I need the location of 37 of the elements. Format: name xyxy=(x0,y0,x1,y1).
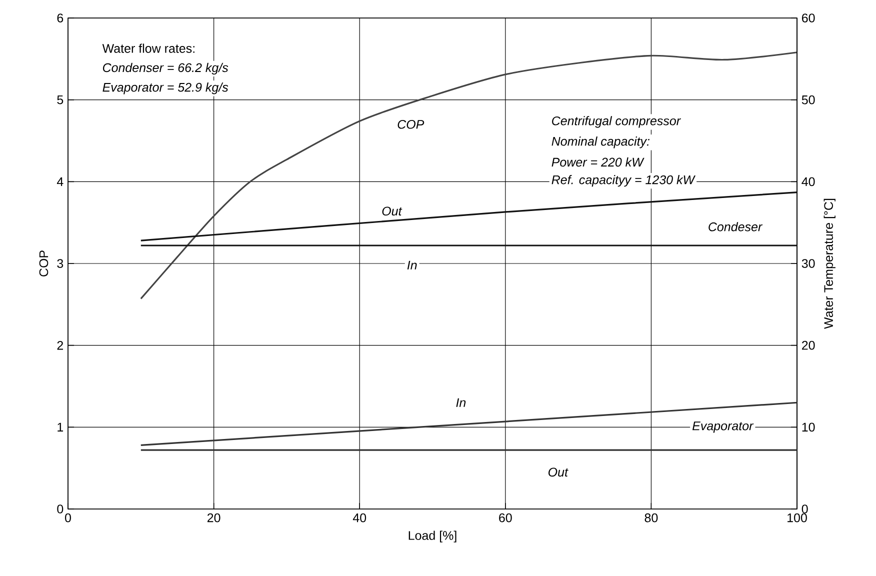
y-axis-title: COP xyxy=(39,250,48,276)
x-tick-label: 80 xyxy=(644,513,658,522)
y-tick-label: 2 xyxy=(57,340,63,350)
y2-tick-label: 10 xyxy=(802,422,815,432)
annotation: Out xyxy=(382,206,402,216)
y2-tick-label: 50 xyxy=(802,95,815,104)
y2-tick-label: 30 xyxy=(802,259,815,268)
annotation: Ref. capacityy = 1230 kW xyxy=(552,175,696,187)
x-axis-title: Load [%] xyxy=(408,530,456,542)
annotation: COP xyxy=(398,120,424,129)
y-tick-label: 1 xyxy=(58,422,64,432)
y2-tick-label: 40 xyxy=(802,177,815,186)
annotation: Evaporator = 52.9 kg/s xyxy=(102,82,228,94)
annotation: In xyxy=(456,398,466,407)
annotation: Out xyxy=(548,468,568,477)
y2-tick-label: 20 xyxy=(802,340,815,350)
y-tick-label: 4 xyxy=(56,177,64,186)
annotation: Condeser xyxy=(708,222,763,232)
annotation: Evaporator xyxy=(692,422,754,433)
y2-tick-label: 0 xyxy=(802,504,808,514)
x-tick-label: 0 xyxy=(65,513,71,522)
annotation: Centrifugal compressor xyxy=(552,116,681,128)
annotation: Condenser = 66.2 kg/s xyxy=(102,62,228,75)
y-tick-label: 6 xyxy=(57,14,64,22)
y2-axis-title: Water Temperature [°C] xyxy=(824,198,836,329)
y2-tick-label: 60 xyxy=(802,14,815,22)
x-tick-label: 40 xyxy=(352,513,366,522)
y-tick-label: 0 xyxy=(57,504,64,514)
annotation: Water flow rates: xyxy=(102,44,194,53)
annotation: Nominal capacity: xyxy=(552,136,650,148)
x-tick-label: 100 xyxy=(788,513,807,522)
annotation: In xyxy=(407,260,417,270)
y-tick-label: 3 xyxy=(57,259,64,268)
y-tick-label: 5 xyxy=(57,95,64,104)
annotation: Power = 220 kW xyxy=(552,157,644,167)
x-tick-label: 20 xyxy=(207,513,220,522)
x-tick-label: 60 xyxy=(499,513,512,522)
